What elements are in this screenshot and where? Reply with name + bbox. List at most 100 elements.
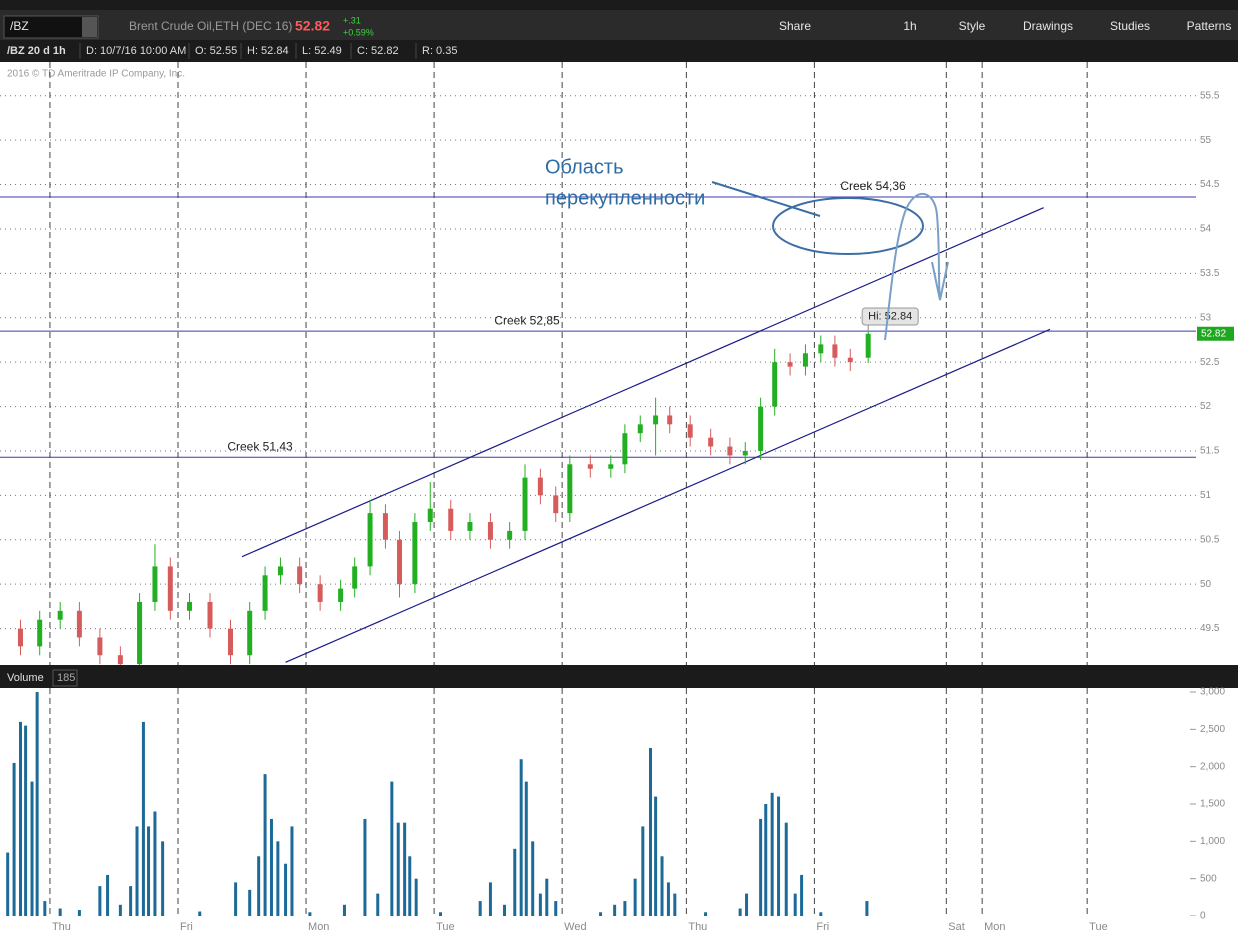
volume-bar [141, 721, 145, 916]
x-tick-label: Tue [436, 921, 455, 933]
x-tick-label: Thu [688, 921, 707, 933]
candle-body [553, 495, 559, 514]
candle-body [448, 508, 454, 531]
last-price: 52.82 [295, 18, 330, 34]
candle-body [787, 362, 793, 367]
volume-bar [43, 901, 47, 916]
candle-body [832, 344, 838, 358]
volume-bar [248, 889, 252, 916]
candle-body [667, 415, 673, 425]
candle-body [338, 588, 344, 602]
toolbar-button[interactable]: Studies [1110, 19, 1150, 33]
candle-body [467, 522, 473, 531]
volume-bar [524, 781, 528, 916]
volume-bar [118, 904, 122, 916]
hand-drawing [711, 181, 949, 341]
y-tick-label: 1,000 [1200, 836, 1225, 847]
candle-body [367, 513, 373, 567]
candle-body [637, 424, 643, 434]
symbol-dropdown[interactable] [82, 17, 97, 37]
volume-bar [478, 901, 482, 916]
change: +.31 [343, 15, 361, 25]
volume-bar [58, 908, 62, 916]
pointer-line [711, 181, 821, 217]
y-tick-label: 3,000 [1200, 687, 1225, 698]
candle-body [152, 566, 158, 602]
volume-bar [438, 912, 442, 916]
x-tick-label: Wed [564, 921, 586, 933]
volume-bar [308, 912, 312, 916]
volume-bar [161, 841, 165, 916]
volume-bar [30, 781, 34, 916]
candle-body [397, 539, 403, 585]
x-tick-label: Mon [984, 921, 1005, 933]
volume-bar [106, 874, 110, 916]
candle-body [167, 566, 173, 611]
y-tick-label: 54.5 [1200, 179, 1220, 190]
info-field: D: 10/7/16 10:00 AM [86, 45, 186, 57]
symbol-box[interactable] [3, 15, 99, 39]
volume-bar [599, 912, 603, 916]
volume-bar [35, 692, 39, 916]
volume-bar [777, 796, 781, 916]
candle-body [187, 601, 193, 611]
volume-bar [759, 818, 763, 916]
volume-bar [513, 848, 517, 916]
x-tick-label: Tue [1089, 921, 1108, 933]
toolbar-button[interactable]: 1h [903, 19, 916, 33]
y-tick-label: 55.5 [1200, 90, 1220, 101]
level-label: Creek 52,85 [494, 313, 560, 327]
circle-annotation [772, 197, 924, 255]
trend-line [241, 207, 1044, 558]
y-tick-label: 52.5 [1200, 357, 1220, 368]
volume-bar [519, 759, 523, 916]
y-tick-label: 2,000 [1200, 761, 1225, 772]
volume-bar [673, 893, 677, 916]
y-tick-label: 51.5 [1200, 446, 1220, 457]
info-field: H: 52.84 [247, 45, 289, 57]
candle-body [818, 344, 824, 354]
toolbar-button[interactable]: Patterns [1187, 19, 1232, 33]
price-plot [0, 62, 1196, 665]
y-tick-label: 2,500 [1200, 724, 1225, 735]
description: Brent Crude Oil,ETH (DEC 16) [129, 19, 292, 33]
info-field: R: 0.35 [422, 45, 457, 57]
volume-bar [276, 841, 280, 916]
last-price-label: 52.82 [1201, 328, 1226, 339]
toolbar-button[interactable]: Share [779, 19, 811, 33]
info-field: L: 52.49 [302, 45, 342, 57]
candle-body [262, 575, 268, 611]
time-axis [0, 916, 1238, 942]
volume-box [52, 669, 78, 687]
candle-body [587, 464, 593, 469]
x-tick-label: Fri [816, 921, 829, 933]
volume-bar [865, 901, 869, 916]
volume-bar [6, 852, 10, 916]
candle-body [17, 628, 23, 647]
volume-bar [784, 822, 788, 916]
candle-body [772, 362, 778, 407]
toolbar-button[interactable]: Style [959, 19, 986, 33]
x-tick-label: Mon [308, 921, 329, 933]
volume-bar [257, 856, 261, 916]
volume-bar [376, 893, 380, 916]
candle-body [297, 566, 303, 585]
candle-body [622, 433, 628, 465]
volume-bar [363, 818, 367, 916]
volume-bar [800, 874, 804, 916]
volume-bar [531, 841, 535, 916]
x-tick-label: Thu [52, 921, 71, 933]
volume-bar [198, 911, 202, 916]
candle-body [97, 637, 103, 656]
candle-body [137, 601, 143, 665]
candle-body [522, 477, 528, 531]
candle-body [277, 566, 283, 576]
toolbar-button[interactable]: Drawings [1023, 19, 1073, 33]
y-tick-label: 50.5 [1200, 534, 1220, 545]
y-tick-label: 51 [1200, 490, 1212, 501]
volume-title: Volume [7, 672, 44, 684]
info-bar [0, 41, 1238, 61]
volume-bar [770, 792, 774, 916]
volume-bar [390, 781, 394, 916]
